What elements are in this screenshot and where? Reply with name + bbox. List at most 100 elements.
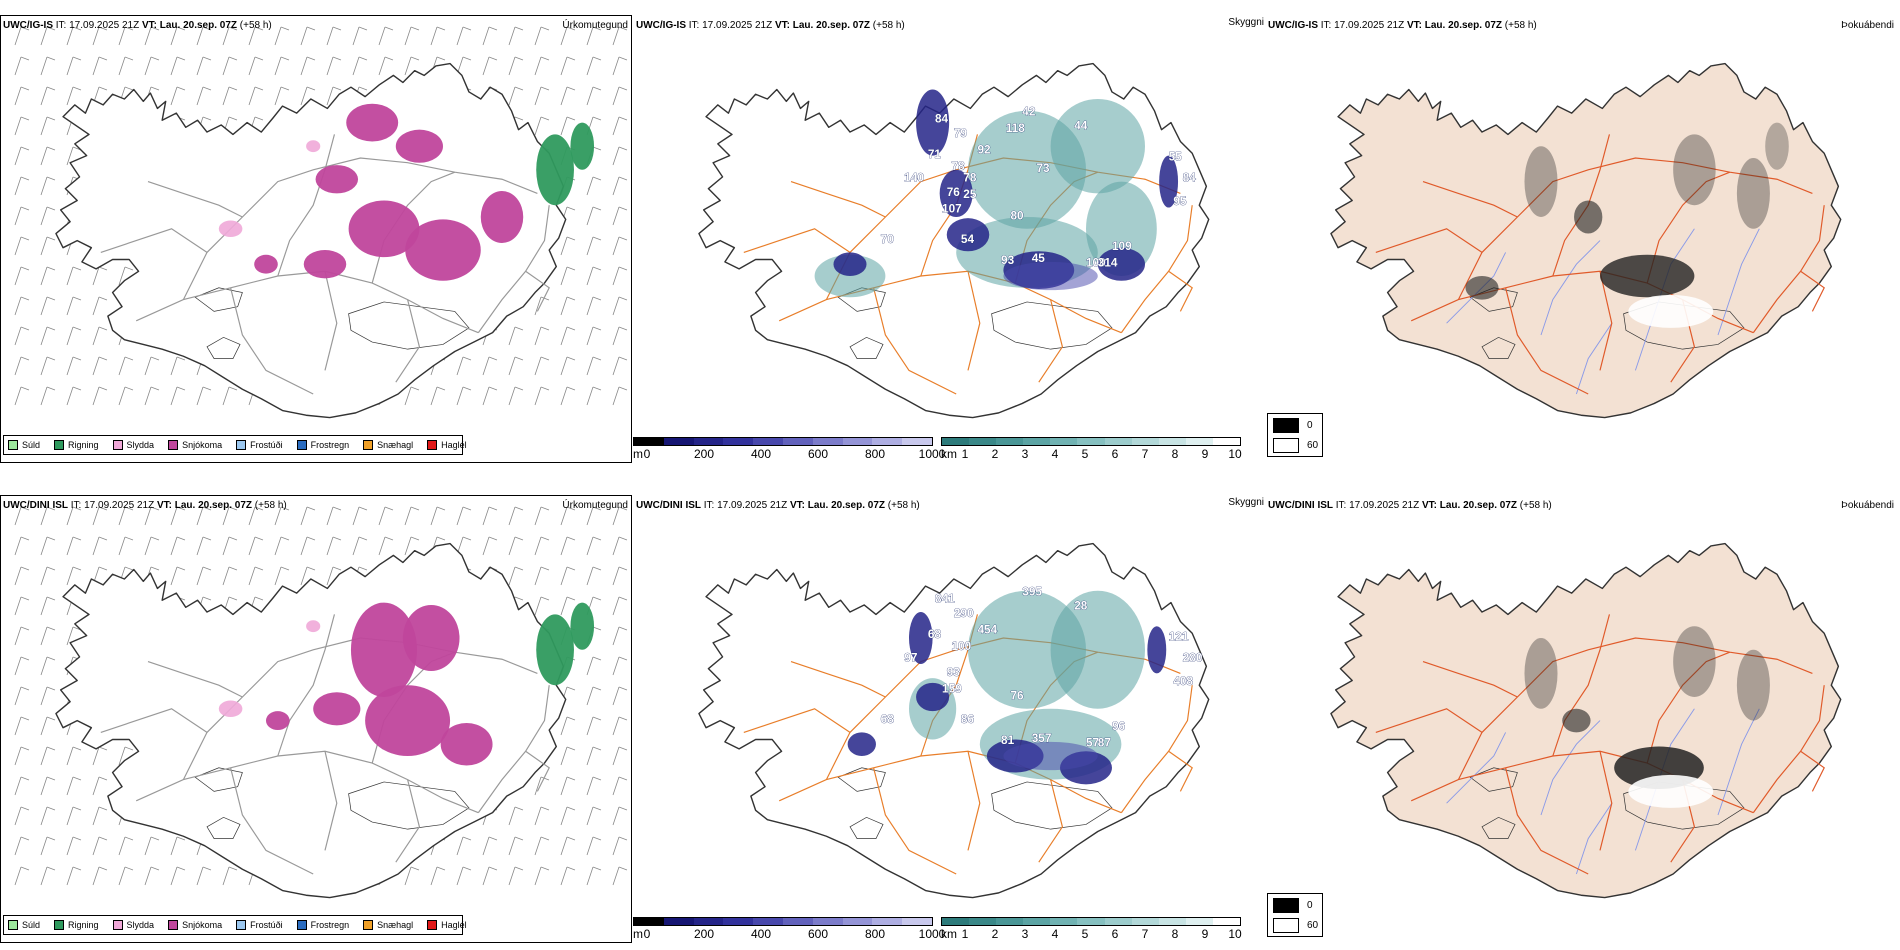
road-line [1599, 271, 1613, 371]
visibility-tick: 1 [961, 447, 969, 461]
legend-item: Haglél [427, 440, 467, 450]
valid-time: VT: Lau. 20.sep. 07Z [789, 500, 886, 511]
glacier-outline [206, 816, 241, 839]
legend-swatch [427, 440, 438, 450]
sleet-area [218, 700, 243, 718]
valid-time: VT: Lau. 20.sep. 07Z [1421, 500, 1518, 511]
cloud-base-label: 100 [951, 639, 971, 653]
lead-time: (+58 h) [1502, 20, 1537, 31]
fog-legend-item: 0 [1273, 418, 1313, 433]
ceiling-tick: 1000 [918, 447, 946, 461]
cloud-base-label: 70 [881, 232, 895, 246]
legend-swatch [8, 920, 18, 930]
cloud-base-label: 93 [1001, 253, 1015, 267]
road-line [1120, 205, 1193, 333]
lead-time: (+58 h) [885, 500, 920, 511]
visibility-tick: 5 [1081, 447, 1089, 461]
cloud-base-label: 87 [1098, 736, 1112, 750]
panel-title: Úrkomutegund [562, 20, 628, 31]
fog-legend-swatch [1273, 438, 1299, 453]
visibility-tick: 8 [1171, 447, 1179, 461]
cloud-base-label: 78 [963, 171, 977, 185]
road-line [230, 287, 314, 395]
legend-swatch [363, 440, 374, 450]
fog-indicator-map [1330, 62, 1842, 419]
legend-label: Frostregn [310, 920, 350, 930]
road-line [790, 181, 886, 218]
cloud-base-label: 57 [1086, 736, 1100, 750]
cloud-base-label: 159 [942, 681, 962, 695]
ceiling-tick: 1000 [918, 927, 946, 941]
visibility-tick: 4 [1051, 447, 1059, 461]
sleet-area [306, 620, 321, 633]
issue-time: 17.09.2025 21Z [84, 500, 157, 511]
legend-item: Snæhagl [363, 440, 413, 450]
issue-prefix: IT: [1333, 500, 1350, 511]
ceiling-tick: 400 [750, 927, 772, 941]
fog-legend-swatch [1273, 918, 1299, 933]
fog-clear-area [1628, 294, 1714, 328]
issue-prefix: IT: [686, 20, 703, 31]
model-name: UWC/DINI ISL [636, 500, 701, 511]
snowfall-area [266, 711, 290, 731]
precip-type-map [14, 506, 628, 899]
fog-legend-label: 0 [1307, 420, 1313, 431]
visibility-tick: 10 [1228, 447, 1242, 461]
fog-panel: UWC/IG-IS IT: 17.09.2025 21Z VT: Lau. 20… [1265, 15, 1900, 463]
road-line [395, 779, 421, 863]
cloud-base-label: 68 [881, 712, 895, 726]
precip-type-panel: Súld Rigning Slydda Snjókoma Frostúði Frostre… [0, 495, 632, 943]
legend-swatch [296, 440, 307, 450]
ceiling-tick: 200 [693, 447, 715, 461]
ceiling-colorbar-scale [633, 437, 933, 446]
rain-area [570, 122, 595, 170]
snowfall-area [350, 602, 418, 697]
road-line [1552, 614, 1611, 757]
low-ceiling-area [916, 89, 950, 156]
road-line [525, 750, 550, 792]
fog-area [1524, 638, 1558, 709]
legend-label: Frostúði [250, 440, 283, 450]
lead-time: (+58 h) [1517, 500, 1552, 511]
river-line [1446, 732, 1507, 804]
fog-legend-item: 0 [1273, 898, 1313, 913]
road-line [1800, 750, 1825, 792]
ceiling-colorbar: m 0 200 400 600 800 1000 [633, 437, 945, 463]
fog-legend-label: 60 [1307, 440, 1319, 451]
cloud-base-label: 118 [1006, 121, 1025, 135]
fog-legend: 0 60 [1267, 893, 1323, 937]
snowfall-area [254, 254, 278, 274]
glacier-outline [849, 816, 884, 839]
visibility-tick: 3 [1021, 447, 1029, 461]
low-ceiling-area [1003, 261, 1098, 291]
model-name: UWC/DINI ISL [3, 500, 68, 511]
low-ceiling-area [939, 169, 973, 218]
ceiling-tick: 600 [807, 447, 829, 461]
legend-swatch [427, 920, 438, 930]
snowfall-area [440, 722, 493, 766]
visibility-tick: 3 [1021, 927, 1029, 941]
snowfall-area [348, 200, 420, 258]
legend-label: Frostúði [250, 920, 283, 930]
road-line [100, 228, 208, 253]
lead-time: (+58 h) [252, 500, 287, 511]
visibility-colorbar: km 1 2 3 4 5 6 7 8 9 10 [941, 437, 1242, 463]
issue-prefix: IT: [701, 500, 718, 511]
precip-type-legend: Súld Rigning Slydda Snjókoma Frostúði Frostre… [3, 915, 467, 935]
iceland-landmass [55, 542, 567, 899]
legend-label: Súld [22, 920, 41, 930]
legend-item: Slydda [112, 440, 154, 450]
legend-swatch [168, 920, 179, 930]
snowfall-area [303, 250, 347, 279]
ceiling-unit: m [633, 927, 643, 941]
panel-header: UWC/IG-IS IT: 17.09.2025 21Z VT: Lau. 20… [636, 20, 905, 31]
road-line [277, 134, 336, 277]
cloud-base-label: 84 [935, 112, 949, 126]
visibility-tick: 7 [1141, 447, 1149, 461]
road-line [873, 767, 957, 875]
legend-label: Snæhagl [377, 440, 414, 450]
ceiling-tick: 0 [643, 447, 651, 461]
glacier-outline [348, 781, 470, 830]
road-line [1375, 708, 1483, 733]
